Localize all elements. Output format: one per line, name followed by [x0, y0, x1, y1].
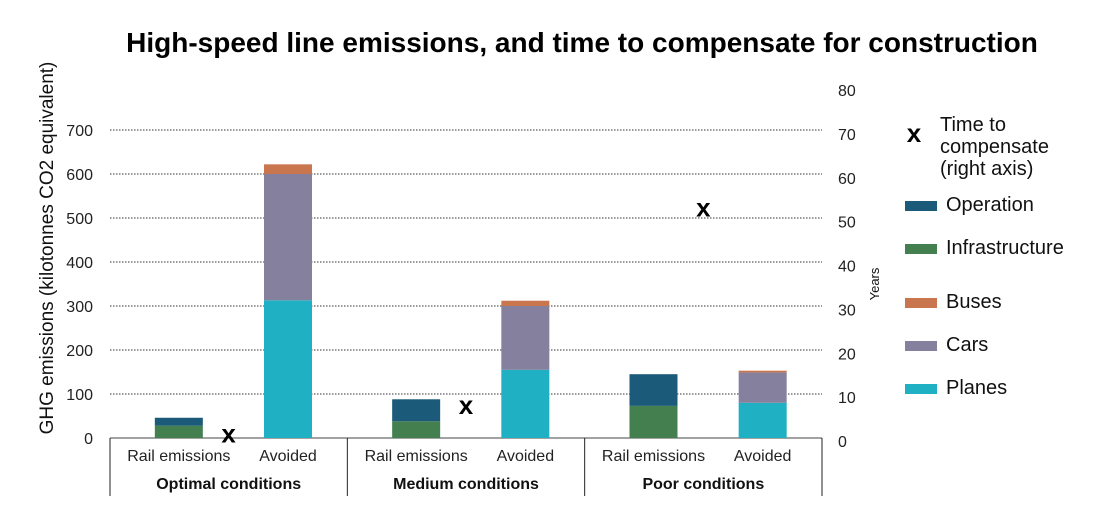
legend-swatch-buses — [905, 298, 937, 308]
legend-label-cars: Cars — [946, 334, 988, 356]
y-tick-label: 0 — [84, 431, 93, 448]
legend-swatch-infrastructure — [905, 244, 937, 254]
category-axis: Rail emissions Avoided Optimal conditions R… — [109, 438, 823, 496]
y2-tick-label: 50 — [838, 215, 856, 232]
y2-tick-label: 20 — [838, 346, 856, 363]
left-axis-ticks: 0 100 200 300 400 500 600 700 — [66, 123, 93, 448]
bar-segment-operation — [629, 374, 678, 406]
legend: x Time to compensate (right axis) Operation I… — [905, 114, 1064, 399]
y2-tick-label: 0 — [838, 434, 847, 451]
y-tick-label: 600 — [66, 167, 93, 184]
bar-segment-buses — [738, 370, 787, 373]
bar-segment-planes — [738, 402, 787, 438]
legend-swatch-cars — [905, 341, 937, 351]
legend-label-operation: Operation — [946, 194, 1034, 216]
y-tick-label: 700 — [66, 123, 93, 140]
legend-label-buses: Buses — [946, 291, 1002, 313]
legend-label-planes: Planes — [946, 377, 1007, 399]
bar-segment-cars — [501, 306, 550, 370]
gridlines — [110, 129, 822, 439]
legend-line: compensate — [940, 136, 1049, 158]
y-tick-label: 500 — [66, 211, 93, 228]
category-label: Rail emissions — [365, 448, 468, 465]
bar-segment-cars — [264, 174, 312, 301]
legend-label-infrastructure: Infrastructure — [946, 237, 1064, 259]
bar-segment-buses — [264, 164, 312, 174]
y-tick-label: 400 — [66, 255, 93, 272]
bar-segment-operation — [392, 399, 441, 422]
time-to-compensate-marker: x — [696, 192, 711, 222]
time-markers: x x x — [221, 192, 711, 448]
bar-segment-infrastructure — [629, 405, 678, 438]
legend-swatch-operation — [905, 201, 937, 211]
group-label: Poor conditions — [642, 476, 764, 493]
bar-segment-buses — [501, 300, 550, 306]
time-to-compensate-marker: x — [221, 418, 236, 448]
time-to-compensate-marker: x — [459, 390, 474, 420]
y2-tick-label: 80 — [838, 83, 856, 100]
category-label: Avoided — [497, 448, 555, 465]
bar-segment-operation — [154, 417, 203, 426]
bar-segment-cars — [738, 372, 787, 403]
category-label: Rail emissions — [602, 448, 705, 465]
category-label: Avoided — [259, 448, 317, 465]
y2-axis-label: Years — [867, 267, 882, 300]
group-label: Medium conditions — [393, 476, 539, 493]
y-tick-label: 200 — [66, 343, 93, 360]
bar-segment-infrastructure — [392, 421, 441, 438]
bars — [154, 164, 787, 438]
legend-line: Time to — [940, 114, 1006, 136]
category-label: Avoided — [734, 448, 792, 465]
legend-label-time-to-compensate: Time to compensate (right axis) — [940, 114, 1049, 180]
legend-marker-x: x — [907, 118, 922, 148]
bar-segment-planes — [501, 369, 550, 438]
bar-segment-infrastructure — [154, 425, 203, 438]
y2-tick-label: 60 — [838, 171, 856, 188]
y2-tick-label: 40 — [838, 259, 856, 276]
category-label: Rail emissions — [127, 448, 230, 465]
y2-tick-label: 70 — [838, 127, 856, 144]
y-tick-label: 100 — [66, 387, 93, 404]
chart-title: High-speed line emissions, and time to c… — [126, 27, 1038, 58]
legend-swatch-planes — [905, 384, 937, 394]
y2-tick-label: 10 — [838, 390, 856, 407]
y-axis-label: GHG emissions (kilotonnes CO2 equivalent… — [37, 62, 58, 435]
y2-tick-label: 30 — [838, 302, 856, 319]
bar-segment-planes — [264, 300, 312, 438]
right-axis-ticks: 0 10 20 30 40 50 60 70 80 — [838, 83, 856, 451]
y-tick-label: 300 — [66, 299, 93, 316]
legend-line: (right axis) — [940, 158, 1033, 180]
group-label: Optimal conditions — [156, 476, 301, 493]
